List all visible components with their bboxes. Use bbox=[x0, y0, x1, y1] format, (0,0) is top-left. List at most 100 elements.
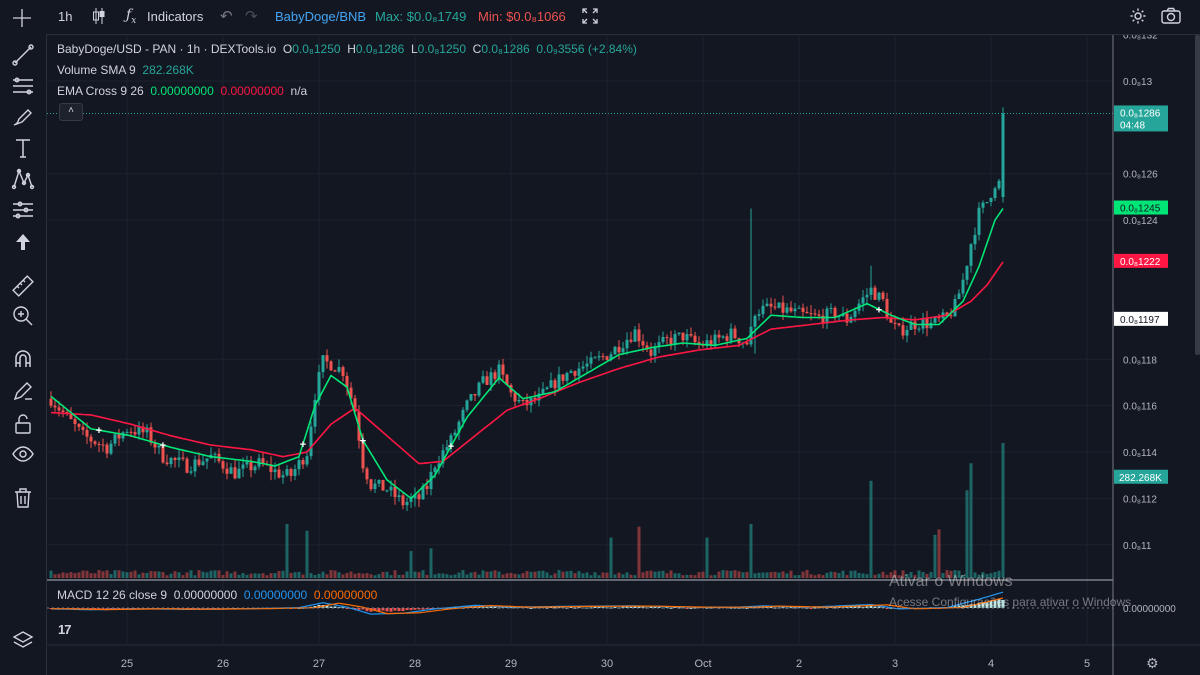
volume-bar bbox=[369, 574, 373, 578]
countdown-label: 04:48 bbox=[1120, 120, 1145, 131]
magnet-icon[interactable] bbox=[11, 347, 35, 371]
candle-body bbox=[513, 392, 517, 402]
macd-histogram-bar bbox=[93, 608, 97, 610]
chart-settings-icon[interactable]: ⚙ bbox=[1146, 655, 1159, 671]
macd-histogram-bar bbox=[573, 607, 577, 609]
macd-histogram-bar bbox=[985, 602, 989, 608]
macd-histogram-bar bbox=[689, 607, 693, 609]
collapse-legend-button[interactable]: ˄ bbox=[59, 103, 83, 121]
candle-body bbox=[917, 328, 921, 330]
symbol-title[interactable]: BabyDoge/USD - PAN · 1h · DEXTools.io bbox=[57, 42, 277, 56]
price-chart[interactable]: + + + + + + 25 26 27 28 29 30 Oct 2 3 4 5 0.0₈132 0.0₈13 0… bbox=[47, 35, 1200, 675]
redo-icon[interactable]: ↷ bbox=[245, 8, 258, 25]
candle-body bbox=[921, 318, 925, 329]
undo-icon[interactable]: ↶ bbox=[220, 8, 233, 25]
candle-body bbox=[169, 457, 173, 465]
candle-body bbox=[769, 303, 773, 307]
fx-icon[interactable]: ƒx bbox=[126, 7, 137, 26]
volume-bar bbox=[449, 575, 453, 578]
candle-body bbox=[369, 479, 373, 490]
lock-icon[interactable] bbox=[11, 412, 35, 436]
fib-icon[interactable] bbox=[11, 74, 35, 98]
text-icon[interactable] bbox=[11, 136, 35, 160]
candle-body bbox=[53, 405, 57, 408]
volume-bar bbox=[461, 570, 465, 578]
candle-body bbox=[913, 321, 917, 330]
candles-icon[interactable] bbox=[92, 7, 106, 28]
volume-bar bbox=[325, 574, 329, 578]
candle-body bbox=[949, 315, 953, 317]
macd-histogram-bar bbox=[501, 606, 505, 608]
trash-icon[interactable] bbox=[11, 486, 35, 510]
volume-bar bbox=[753, 573, 757, 578]
indicators-button[interactable]: Indicators bbox=[147, 9, 204, 24]
volume-bar bbox=[505, 573, 509, 578]
candle-body bbox=[549, 380, 553, 388]
arrow-up-icon[interactable] bbox=[11, 230, 35, 254]
volume-bar bbox=[201, 571, 205, 578]
macd-histogram-bar bbox=[357, 608, 361, 610]
macd-histogram-bar bbox=[961, 605, 965, 608]
volume-bar bbox=[973, 572, 977, 578]
volume-bar bbox=[701, 571, 705, 578]
candle-body bbox=[973, 234, 977, 245]
volume-legend[interactable]: Volume SMA 9 282.268K bbox=[57, 63, 194, 77]
volume-bar bbox=[837, 573, 841, 578]
candle-body bbox=[985, 202, 989, 204]
macd-histogram-bar bbox=[417, 608, 421, 610]
candle-body bbox=[285, 469, 289, 476]
crosshair-icon[interactable] bbox=[12, 8, 32, 31]
brush-icon[interactable] bbox=[11, 105, 35, 129]
candle-body bbox=[573, 371, 577, 376]
ema-legend[interactable]: EMA Cross 9 26 0.00000000 0.00000000 n/a bbox=[57, 84, 307, 98]
volume-bar bbox=[853, 570, 857, 578]
volume-bar bbox=[613, 574, 617, 578]
volume-bar bbox=[677, 573, 681, 578]
candle-body bbox=[981, 202, 985, 208]
candle-body bbox=[609, 354, 613, 360]
time-label: 25 bbox=[121, 658, 133, 670]
volume-bar bbox=[377, 574, 381, 578]
settings-icon[interactable] bbox=[1129, 7, 1147, 28]
volume-bar bbox=[281, 570, 285, 578]
candle-body bbox=[229, 467, 233, 474]
macd-legend[interactable]: MACD 12 26 close 9 0.00000000 0.00000000… bbox=[57, 588, 377, 602]
camera-icon[interactable] bbox=[1161, 7, 1181, 28]
interval-button[interactable]: 1h bbox=[58, 9, 73, 24]
macd-histogram-bar bbox=[977, 602, 981, 608]
lock-pencil-icon[interactable] bbox=[11, 379, 35, 403]
candle-body bbox=[141, 426, 145, 433]
macd-histogram-bar bbox=[653, 607, 657, 609]
volume-bar bbox=[953, 570, 957, 578]
volume-bar bbox=[549, 575, 553, 578]
candle-body bbox=[721, 336, 725, 338]
candle-body bbox=[245, 461, 249, 465]
volume-bar bbox=[521, 573, 525, 578]
volume-bar bbox=[285, 524, 289, 578]
macd-histogram-bar bbox=[833, 607, 837, 609]
macd-histogram-bar bbox=[361, 608, 365, 610]
volume-bar bbox=[257, 573, 261, 578]
volume-bar bbox=[793, 575, 797, 578]
volume-bar bbox=[401, 574, 405, 578]
candle-body bbox=[657, 342, 661, 347]
pair-link[interactable]: BabyDoge/BNB bbox=[275, 9, 367, 24]
fullscreen-icon[interactable] bbox=[582, 8, 598, 27]
trendline-icon[interactable] bbox=[11, 43, 35, 67]
volume-bar bbox=[717, 571, 721, 578]
candle-body bbox=[145, 427, 149, 433]
layers-icon[interactable] bbox=[11, 629, 35, 653]
pattern-icon[interactable] bbox=[11, 167, 35, 191]
ruler-icon[interactable] bbox=[11, 274, 35, 298]
eye-icon[interactable] bbox=[11, 442, 35, 466]
candle-body bbox=[97, 443, 101, 445]
volume-bar bbox=[537, 570, 541, 578]
volume-bar bbox=[397, 574, 401, 578]
candle-body bbox=[789, 307, 793, 312]
forecast-icon[interactable] bbox=[11, 198, 35, 222]
volume-bar bbox=[789, 570, 793, 578]
price-tick-label: 0.0₈126 bbox=[1123, 170, 1158, 181]
zoom-icon[interactable] bbox=[11, 304, 35, 328]
price-badge bbox=[1114, 253, 1168, 268]
candle-body bbox=[517, 399, 521, 402]
